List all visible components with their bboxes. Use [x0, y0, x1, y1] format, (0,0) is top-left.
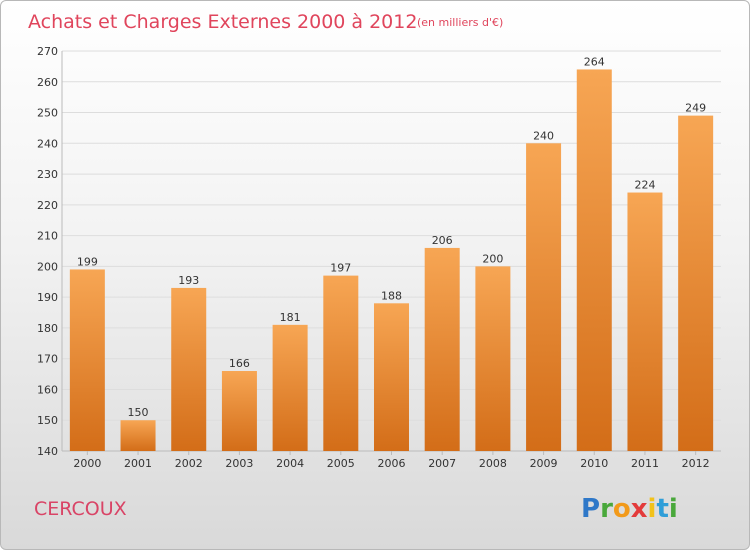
x-tick-label: 2003 — [225, 457, 253, 470]
data-label: 166 — [229, 357, 250, 370]
x-tick-label: 2006 — [378, 457, 406, 470]
data-label: 199 — [77, 255, 98, 268]
y-tick-label: 240 — [37, 137, 58, 150]
logo-letter: x — [631, 494, 648, 524]
commune-name: CERCOUX — [34, 498, 127, 520]
logo-letter: i — [669, 494, 678, 524]
y-tick-label: 170 — [37, 353, 58, 366]
y-tick-label: 260 — [37, 76, 58, 89]
data-label: 264 — [584, 55, 605, 68]
y-tick-label: 160 — [37, 383, 58, 396]
x-tick-label: 2007 — [428, 457, 456, 470]
logo-letter: r — [600, 494, 613, 524]
data-label: 181 — [280, 311, 301, 324]
data-label: 206 — [432, 234, 453, 247]
x-tick-label: 2004 — [276, 457, 304, 470]
bars — [69, 69, 714, 452]
bar — [120, 420, 156, 451]
y-tick-label: 140 — [37, 445, 58, 458]
data-label: 188 — [381, 289, 402, 302]
bar — [323, 275, 359, 451]
data-label: 150 — [128, 406, 149, 419]
data-label: 193 — [178, 274, 199, 287]
bar — [221, 371, 257, 451]
data-label: 249 — [685, 102, 706, 115]
logo-letter: t — [656, 494, 668, 524]
x-tick-label: 2001 — [124, 457, 152, 470]
bar — [576, 69, 612, 451]
x-tick-label: 2008 — [479, 457, 507, 470]
bar — [171, 287, 207, 451]
data-label: 224 — [634, 179, 655, 192]
y-tick-label: 230 — [37, 168, 58, 181]
bar — [69, 269, 105, 451]
chart-title: Achats et Charges Externes 2000 à 2012 — [28, 11, 417, 33]
logo-letter: o — [613, 494, 631, 524]
bar — [475, 266, 511, 451]
logo-letter: i — [648, 494, 657, 524]
y-tick-label: 220 — [37, 199, 58, 212]
bar — [526, 143, 562, 452]
bar — [374, 303, 409, 451]
y-tick-label: 200 — [37, 260, 58, 273]
y-tick-label: 270 — [37, 45, 58, 58]
data-label: 240 — [533, 129, 554, 142]
proxiti-logo: Proxiti — [581, 494, 678, 524]
labels: 140 150 160 170 180 190 200 210 220 230 240 250 260 2… — [37, 45, 710, 470]
x-tick-label: 2011 — [631, 457, 659, 470]
logo-letter: P — [581, 494, 600, 524]
x-tick-label: 2005 — [327, 457, 355, 470]
data-label: 200 — [482, 252, 503, 265]
x-tick-label: 2012 — [682, 457, 710, 470]
x-tick-label: 2000 — [73, 457, 101, 470]
y-tick-label: 250 — [37, 107, 58, 120]
x-tick-label: 2002 — [175, 457, 203, 470]
y-tick-label: 210 — [37, 230, 58, 243]
bar — [272, 324, 308, 451]
y-tick-label: 150 — [37, 414, 58, 427]
bar — [627, 192, 663, 452]
bar — [678, 115, 714, 451]
x-tick-label: 2009 — [530, 457, 558, 470]
bar — [424, 247, 460, 451]
y-tick-label: 190 — [37, 291, 58, 304]
data-label: 197 — [330, 262, 351, 275]
chart-unit: (en milliers d'€) — [417, 16, 503, 29]
y-tick-label: 180 — [37, 322, 58, 335]
x-tick-label: 2010 — [580, 457, 608, 470]
